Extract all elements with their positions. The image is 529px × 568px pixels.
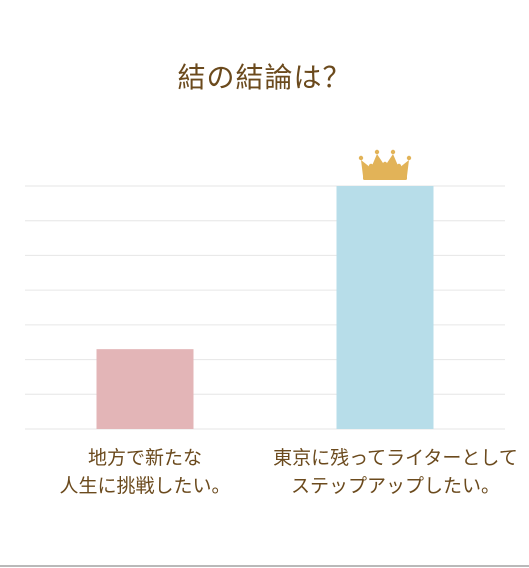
- category-label-1: 地方で新たな 人生に挑戦したい。: [30, 444, 260, 500]
- crown-icon: [358, 149, 412, 180]
- bar-2: [336, 186, 434, 429]
- category-label-2-line-2: ステップアップしたい。: [290, 475, 500, 497]
- category-label-1-line-2: 人生に挑戦したい。: [59, 475, 231, 497]
- bar-1: [96, 349, 194, 429]
- chart-title: 結の結論は？: [177, 61, 352, 94]
- bottom-divider: [0, 565, 529, 567]
- category-label-1-line-1: 地方で新たな: [87, 447, 202, 469]
- category-label-2: 東京に残ってライターとして ステップアップしたい。: [262, 444, 529, 500]
- category-label-2-line-1: 東京に残ってライターとして: [273, 447, 518, 469]
